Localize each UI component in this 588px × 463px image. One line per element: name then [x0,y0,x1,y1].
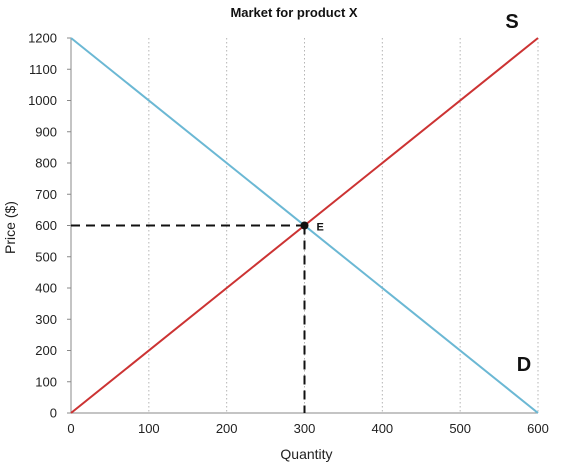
y-tick-label-700: 700 [35,187,57,202]
equilibrium-point [300,221,309,230]
y-tick-label-400: 400 [35,281,57,296]
x-tick-label-100: 100 [138,421,160,436]
y-tick-label-200: 200 [35,343,57,358]
y-tick-label-0: 0 [50,406,57,421]
y-tick-label-300: 300 [35,312,57,327]
y-tick-label-1200: 1200 [28,31,57,46]
series-lines [70,37,539,414]
y-tick-label-900: 900 [35,124,57,139]
y-tick-label-500: 500 [35,249,57,264]
equilibrium-guides [71,224,306,413]
y-tick-label-100: 100 [35,374,57,389]
y-tick-label-600: 600 [35,218,57,233]
y-tick-label-1100: 1100 [29,62,57,77]
y-tick-label-1000: 1000 [28,93,57,108]
y-axis-ticks: 0 100 200 300 400 500 600 700 800 900 1000 1100 1200 [28,31,71,421]
x-axis-label: Quantity [280,446,332,462]
curve-labels: S D E [317,11,532,376]
y-axis-label: Price ($) [2,201,18,254]
chart-title: Market for product X [230,5,357,20]
equilibrium-label: E [317,222,324,234]
x-tick-label-500: 500 [449,421,471,436]
y-tick-label-800: 800 [35,156,57,171]
curve-label-d: D [517,354,531,376]
x-tick-label-400: 400 [371,421,393,436]
x-tick-label-200: 200 [216,421,238,436]
x-tick-label-0: 0 [67,421,74,436]
x-axis-ticks: 0 100 200 300 400 500 600 [67,421,548,436]
x-tick-label-300: 300 [294,421,316,436]
x-tick-label-600: 600 [527,421,549,436]
curve-label-s: S [505,11,518,33]
